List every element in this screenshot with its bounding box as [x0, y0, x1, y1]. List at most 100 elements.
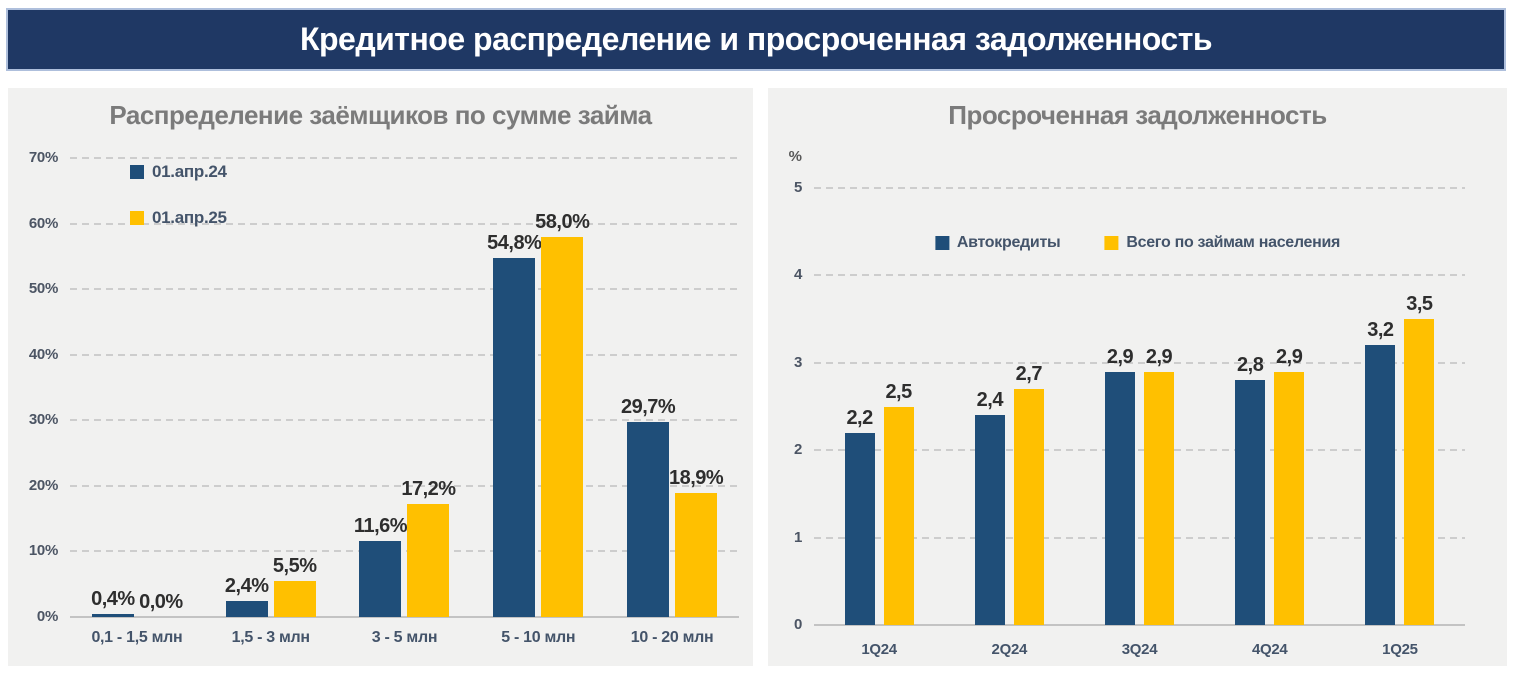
legend-item: Всего по займам населения	[1104, 234, 1340, 252]
bar-value-label: 2,9	[1145, 345, 1173, 368]
bar-value-label: 2,4	[976, 389, 1004, 412]
gridline	[814, 187, 1465, 189]
bar-value-label: 3,5	[1406, 293, 1433, 316]
bar-series1: 2,2	[844, 407, 875, 625]
bar-series1: 0,4%	[91, 588, 135, 617]
bar-series1: 29,7%	[621, 396, 676, 617]
category-label: 5 - 10 млн	[501, 629, 576, 646]
legend-swatch	[1104, 236, 1119, 250]
bar-group: 2,4 2,7	[944, 188, 1074, 625]
bar-series1: 2,9	[1105, 346, 1135, 625]
gridline	[70, 353, 739, 356]
gridline	[70, 484, 739, 487]
bar-value-label: 2,8	[1237, 354, 1264, 377]
bar-series2: 2,9	[1274, 346, 1305, 625]
legend-item: 01.апр.25	[130, 208, 227, 228]
legend-swatch	[130, 211, 144, 225]
bar-group: 2,4% 5,5%	[204, 158, 338, 617]
gridline	[814, 449, 1465, 452]
bar-series1: 11,6%	[354, 515, 408, 617]
bar-value-label: 18,9%	[668, 467, 724, 490]
bar-value-label: 2,9	[1276, 345, 1303, 368]
bar-group: 3,2 3,5	[1335, 188, 1465, 625]
bar-series1: 2,4%	[225, 575, 269, 617]
y-axis-tick-label: 5	[793, 179, 802, 196]
bar-series2: 3,5	[1404, 293, 1435, 625]
baseline	[70, 616, 739, 618]
y-axis-tick-label: 70%	[28, 149, 58, 166]
bar-series1: 54,8%	[487, 232, 542, 617]
bar-value-label: 17,2%	[401, 478, 456, 501]
y-axis-tick-label: 30%	[28, 411, 58, 429]
legend-label: 01.апр.24	[152, 162, 227, 181]
plot-area	[814, 187, 1465, 626]
plot-area	[70, 157, 739, 618]
bar-group: 2,2 2,5	[814, 188, 944, 625]
category-label: 1Q24	[861, 641, 897, 658]
bar-series2: 5,5%	[273, 555, 317, 617]
overdue-debt-title: Просроченная задолженность	[948, 100, 1327, 130]
gridline	[70, 157, 739, 159]
category-label: 2Q24	[991, 641, 1028, 658]
gridline	[814, 274, 1465, 277]
y-axis-tick-label: 1	[793, 528, 802, 546]
bar-series2: 2,9	[1144, 346, 1174, 625]
legend-swatch	[934, 236, 949, 250]
y-axis-tick-label: 60%	[28, 214, 58, 232]
bar-value-label: 0,0%	[139, 591, 183, 613]
y-axis-tick-label: 4	[793, 266, 802, 284]
bar-value-label: 2,7	[1015, 363, 1043, 386]
gridline	[70, 550, 739, 553]
gridline	[814, 536, 1465, 539]
bar-series2: 58,0%	[535, 211, 590, 617]
y-axis-tick-label: 2	[793, 441, 802, 459]
bar-value-label: 2,4%	[224, 575, 269, 598]
legend-item: Автокредиты	[934, 234, 1061, 252]
y-axis-tick-label: 20%	[28, 476, 58, 494]
page-title: Кредитное распределение и просроченная з…	[299, 21, 1213, 57]
baseline	[814, 624, 1465, 626]
category-label: 1,5 - 3 млн	[231, 629, 310, 646]
y-axis-tick-label: 10%	[28, 542, 58, 560]
bar-value-label: 2,5	[885, 380, 912, 403]
bar-series2: 17,2%	[401, 478, 456, 617]
bar-series1: 3,2	[1365, 319, 1396, 625]
bar-series2: 2,7	[1013, 363, 1044, 625]
category-row: 1Q24 2Q24 3Q24 4Q24 1Q25	[814, 641, 1465, 658]
page-title-banner: Кредитное распределение и просроченная з…	[6, 8, 1506, 71]
loan-distribution-panel: Распределение заёмщиков по сумме займа 0…	[8, 88, 753, 666]
legend: 01.апр.24 01.апр.25	[130, 162, 227, 228]
legend-label: 01.апр.25	[152, 208, 227, 227]
y-axis-tick-label: 50%	[28, 280, 58, 298]
bar-value-label: 5,5%	[272, 554, 317, 577]
category-label: 10 - 20 млн	[630, 629, 714, 646]
bar-group: 2,9 2,9	[1074, 188, 1204, 625]
bar-series2: 2,5	[883, 381, 914, 625]
bar-value-label: 2,2	[846, 406, 873, 429]
bar-series2: 18,9%	[669, 467, 724, 617]
category-label: 1Q25	[1382, 641, 1418, 658]
category-label: 3 - 5 млн	[371, 629, 438, 646]
bar-group: 11,6% 17,2%	[338, 158, 472, 617]
y-axis-unit-label: %	[788, 148, 802, 165]
y-axis-tick-label: 0%	[36, 608, 58, 625]
overdue-debt-panel: Просроченная задолженность 0 1 2 3 4 5% 2,2 2,5…	[768, 88, 1507, 666]
bar-value-label: 29,7%	[620, 396, 676, 419]
bar-value-label: 54,8%	[487, 231, 542, 254]
legend-label: Автокредиты	[956, 234, 1061, 251]
y-axis-tick-label: 3	[793, 353, 802, 371]
bar-group: 29,7% 18,9%	[605, 158, 739, 617]
bar-value-label: 58,0%	[535, 210, 590, 233]
category-row: 0,1 - 1,5 млн 1,5 - 3 млн 3 - 5 млн 5 - 10 …	[70, 629, 739, 647]
overdue-debt-chart: 0 1 2 3 4 5% 2,2 2,5 2,4 2,7 2,9 2,9 2,8 2,9 3,2 3,5 1Q2…	[768, 88, 1507, 666]
legend-item: 01.апр.24	[130, 162, 227, 182]
bar-groups: 0,4% 0,0% 2,4% 5,5% 11,6% 17,2% 54,8% 58,0% 29,7…	[70, 158, 739, 617]
gridline	[814, 361, 1465, 364]
bar-value-label: 11,6%	[353, 514, 408, 537]
y-axis-tick-label: 0	[793, 616, 802, 633]
bar-value-label: 3,2	[1367, 319, 1394, 342]
legend-swatch	[130, 165, 144, 179]
category-label: 3Q24	[1121, 641, 1158, 658]
gridline	[70, 288, 739, 291]
bar-group: 2,8 2,9	[1205, 188, 1335, 625]
